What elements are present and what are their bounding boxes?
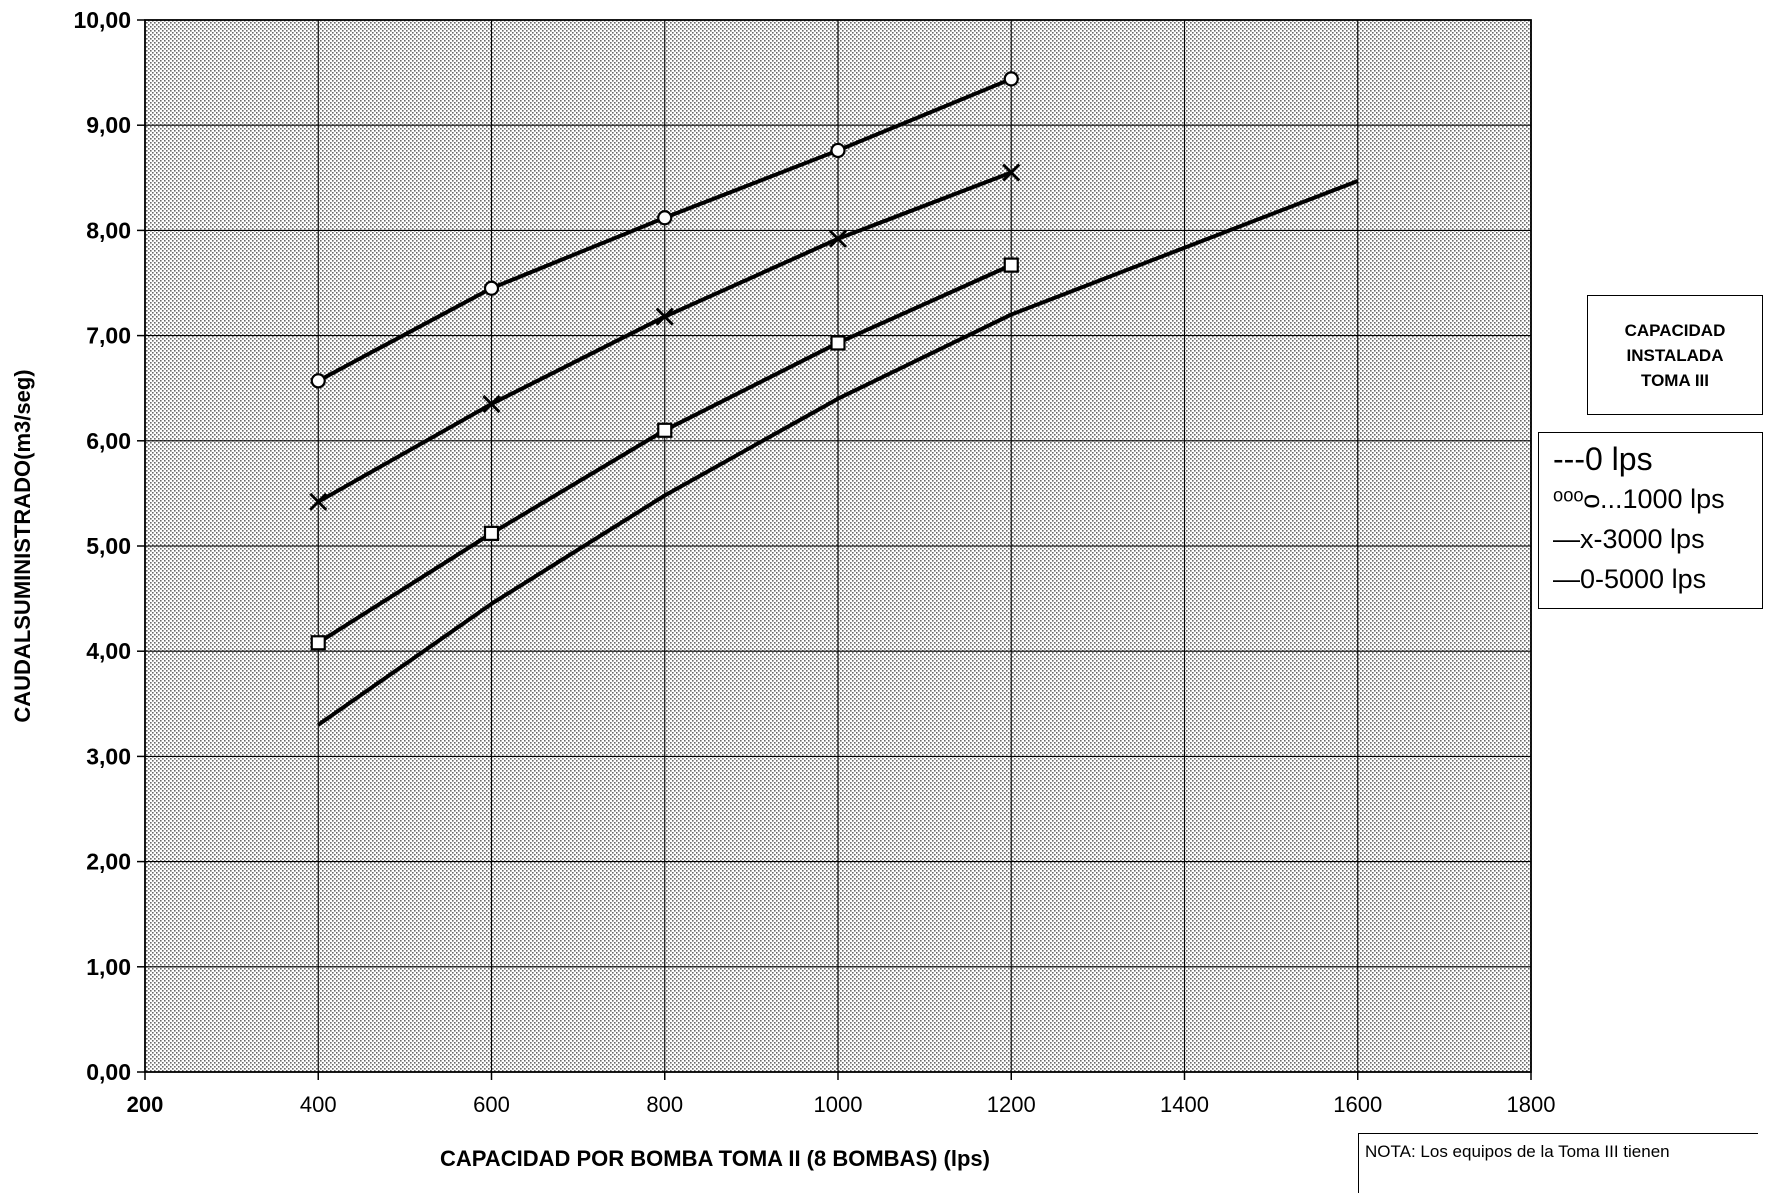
y-tick-label: 5,00 [86, 533, 131, 559]
tick-labels: 0,00 1,00 2,00 3,00 4,00 5,00 6,00 7,00 8,00 9,00… [73, 7, 1555, 1117]
note-box: NOTA: Los equipos de la Toma III tienen [1358, 1133, 1758, 1193]
data-point-circle [310, 373, 326, 389]
data-point-x [829, 229, 847, 248]
y-tick-label: 6,00 [86, 428, 131, 454]
y-tick-label: 3,00 [86, 743, 131, 769]
data-point-square [310, 635, 326, 651]
capacity-line-3: TOMA III [1641, 370, 1709, 390]
data-point-x [309, 492, 328, 511]
data-point-x [482, 394, 501, 413]
x-tick-label: 1600 [1333, 1092, 1382, 1117]
y-tick-label: 0,00 [86, 1059, 131, 1085]
x-tick-label: 1200 [987, 1092, 1036, 1117]
capacity-box: CAPACIDAD INSTALADA TOMA III [1587, 295, 1763, 415]
y-tick-label: 2,00 [86, 849, 131, 875]
capacity-line-2: INSTALADA [1626, 345, 1724, 365]
data-point-square [1003, 257, 1019, 273]
x-tick-label: 400 [300, 1092, 337, 1117]
y-tick-label: 10,00 [73, 7, 131, 33]
x-tick-label: 1000 [814, 1092, 863, 1117]
plot-frame [144, 19, 1532, 1073]
legend-item-3000lps: —x-3000 lps [1553, 524, 1705, 554]
x-tick-label: 1400 [1160, 1092, 1209, 1117]
x-tick-label: 200 [127, 1092, 164, 1117]
data-point-square [830, 335, 846, 351]
y-tick-label: 1,00 [86, 954, 131, 980]
y-tick-label: 8,00 [86, 217, 131, 243]
y-tick-label: 4,00 [86, 638, 131, 664]
note-text: NOTA: Los equipos de la Toma III tienen [1365, 1142, 1670, 1161]
x-tick-label: 600 [473, 1092, 510, 1117]
legend-item-5000lps: —0-5000 lps [1553, 564, 1707, 594]
x-axis-label: CAPACIDAD POR BOMBA TOMA II (8 BOMBAS) (… [440, 1146, 990, 1171]
y-axis-label: CAUDALSUMINISTRADO(m3/seg) [10, 369, 35, 722]
data-point-circle [657, 210, 673, 226]
data-point-square [657, 422, 673, 438]
x-tick-label: 1800 [1507, 1092, 1556, 1117]
legend: ---0 lps ᵒᵒᵒᴑ...1000 lps —x-3000 lps —0-… [1538, 432, 1763, 609]
data-point-circle [830, 142, 846, 159]
data-series [309, 71, 1359, 727]
data-point-circle [483, 280, 500, 296]
legend-item-1000lps: ᵒᵒᵒᴑ...1000 lps [1553, 484, 1725, 514]
y-tick-label: 7,00 [86, 323, 131, 349]
data-point-x [1002, 163, 1021, 182]
axes [137, 19, 1532, 1080]
series-line-0 [317, 179, 1359, 727]
legend-item-0lps: ---0 lps [1553, 441, 1653, 477]
data-point-square [483, 525, 500, 541]
capacity-line-1: CAPACIDAD [1624, 320, 1726, 340]
data-point-x [655, 307, 674, 326]
data-point-circle [1003, 71, 1019, 87]
x-tick-label: 800 [646, 1092, 683, 1117]
y-tick-label: 9,00 [86, 112, 131, 138]
